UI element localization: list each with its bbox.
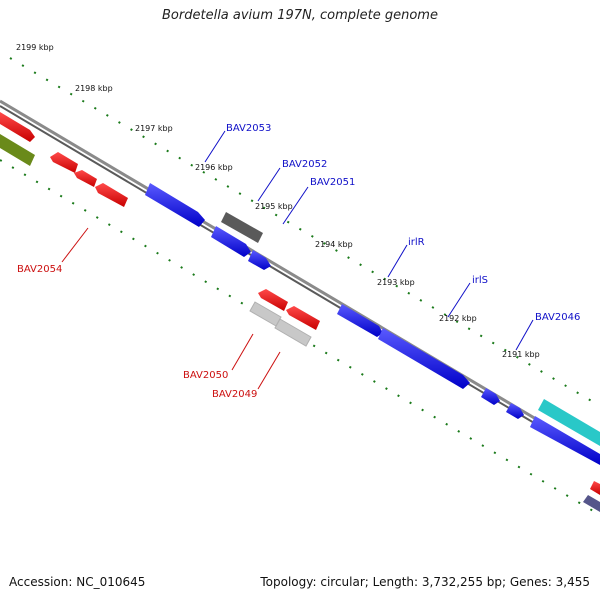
gene-red-3[interactable] — [258, 289, 288, 311]
genome-summary-text: Topology: circular; Length: 3,732,255 bp… — [260, 575, 590, 589]
gene-bav2054[interactable] — [95, 183, 128, 207]
gene-red-4[interactable] — [286, 306, 320, 330]
gene-bav2049[interactable] — [274, 318, 312, 347]
kbp-label-2199: 2199 kbp — [16, 43, 54, 52]
leader-irls — [447, 282, 471, 318]
gene-blue-right[interactable] — [530, 416, 600, 465]
gene-small-blue-2[interactable] — [506, 403, 524, 419]
label-bav2053: BAV2053 — [226, 123, 271, 134]
map-title: Bordetella avium 197N, complete genome — [162, 8, 438, 23]
kbp-label-2191: 2191 kbp — [502, 350, 540, 359]
kbp-label-2195: 2195 kbp — [255, 202, 293, 211]
gene-irlr[interactable] — [337, 304, 383, 337]
label-bav2054: BAV2054 — [17, 264, 62, 275]
leader-bav2054 — [61, 227, 89, 263]
gene-red-2[interactable] — [74, 170, 97, 187]
leader-bav2053 — [204, 130, 226, 163]
gene-red-1[interactable] — [50, 152, 78, 173]
kbp-label-2193: 2193 kbp — [377, 278, 415, 287]
gene-small-blue-1[interactable] — [481, 388, 500, 405]
gene-bav2053[interactable] — [145, 183, 205, 227]
gene-bav2046[interactable] — [538, 399, 600, 446]
kbp-label-2197: 2197 kbp — [135, 124, 173, 133]
genome-backbone-shadow — [0, 105, 600, 463]
leader-bav2051 — [282, 186, 309, 225]
gene-red-edge-top[interactable] — [0, 112, 35, 142]
gene-green-edge[interactable] — [0, 134, 35, 166]
leader-bav2052 — [257, 167, 281, 202]
gene-bav2052[interactable] — [221, 212, 263, 243]
leader-irlr — [387, 244, 408, 278]
leader-bav2050 — [231, 333, 254, 371]
gene-bav2051a[interactable] — [211, 226, 251, 257]
gene-irls[interactable] — [378, 328, 470, 389]
label-bav2052: BAV2052 — [282, 159, 327, 170]
gene-navy-right[interactable] — [583, 495, 600, 512]
leader-bav2046 — [515, 319, 534, 351]
label-bav2049: BAV2049 — [212, 389, 257, 400]
kbp-label-2198: 2198 kbp — [75, 84, 113, 93]
leader-bav2049 — [257, 351, 281, 390]
gene-bav2051b[interactable] — [248, 250, 271, 270]
kbp-label-2196: 2196 kbp — [195, 163, 233, 172]
label-irlr: irlR — [408, 237, 425, 248]
label-bav2050: BAV2050 — [183, 370, 228, 381]
kbp-label-2192: 2192 kbp — [439, 314, 477, 323]
kbp-label-2194: 2194 kbp — [315, 240, 353, 249]
genome-backbone — [0, 99, 600, 459]
label-bav2051: BAV2051 — [310, 177, 355, 188]
label-bav2046: BAV2046 — [535, 312, 580, 323]
label-irls: irlS — [472, 275, 488, 286]
gene-red-right[interactable] — [590, 481, 600, 495]
accession-text: Accession: NC_010645 — [9, 575, 146, 589]
